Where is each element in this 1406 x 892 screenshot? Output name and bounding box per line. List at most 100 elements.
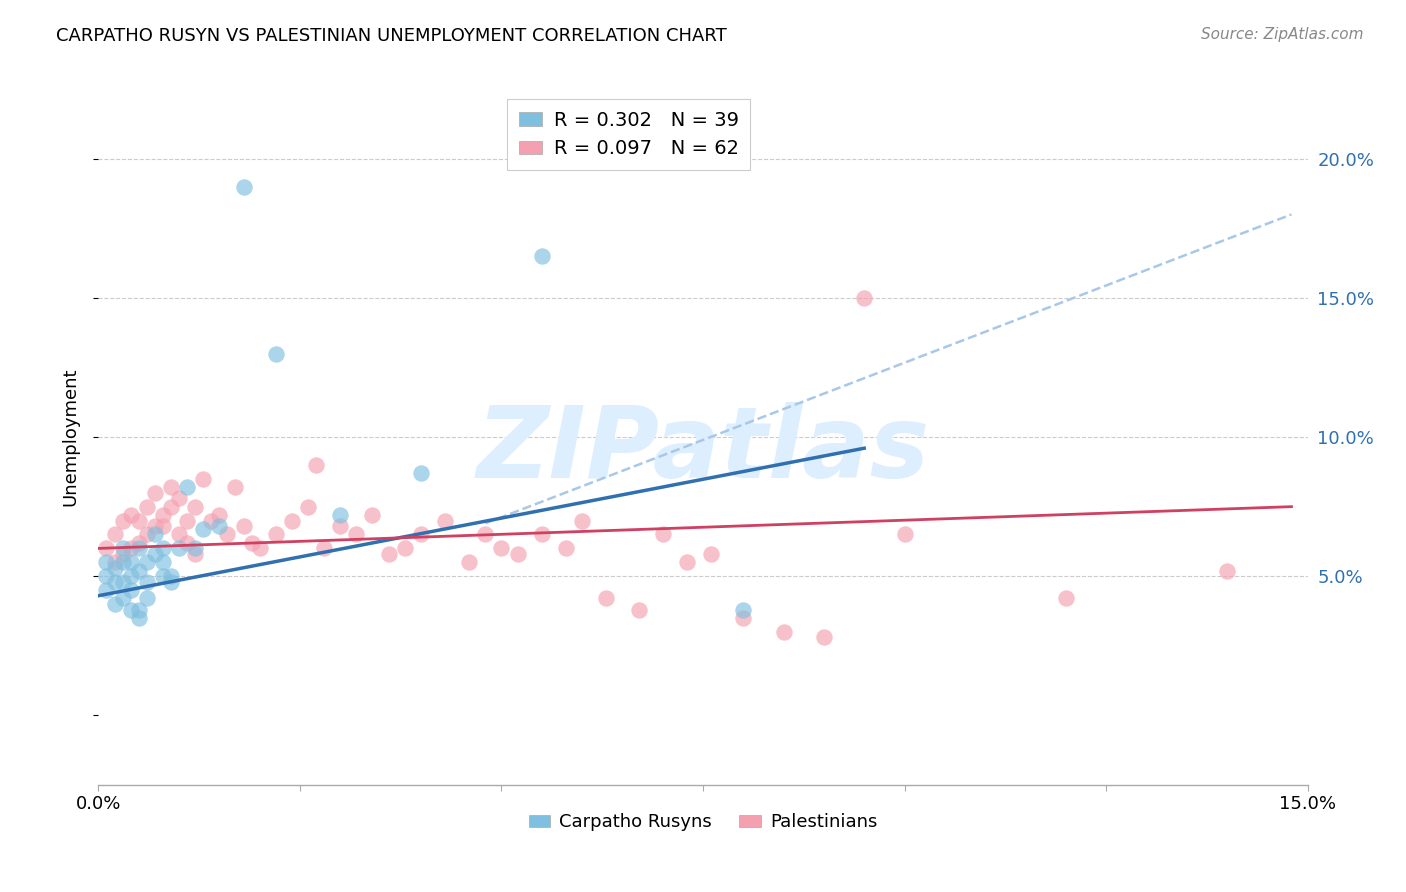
Point bbox=[176, 480, 198, 494]
Point bbox=[232, 179, 254, 194]
Text: Source: ZipAtlas.com: Source: ZipAtlas.com bbox=[1201, 27, 1364, 42]
Point bbox=[160, 569, 183, 583]
Point bbox=[96, 569, 118, 583]
Point bbox=[143, 519, 166, 533]
Point bbox=[120, 541, 142, 556]
Point bbox=[409, 467, 432, 481]
Point bbox=[409, 527, 432, 541]
Point bbox=[160, 480, 183, 494]
Point bbox=[128, 602, 150, 616]
Point bbox=[394, 541, 416, 556]
Point bbox=[111, 591, 134, 606]
Point bbox=[128, 541, 150, 556]
Point bbox=[103, 574, 125, 589]
Point bbox=[128, 611, 150, 625]
Point bbox=[128, 514, 150, 528]
Point bbox=[135, 574, 157, 589]
Y-axis label: Unemployment: Unemployment bbox=[62, 368, 80, 507]
Point bbox=[167, 541, 190, 556]
Point bbox=[555, 541, 578, 556]
Point bbox=[733, 611, 755, 625]
Point bbox=[143, 485, 166, 500]
Point bbox=[217, 527, 239, 541]
Point bbox=[96, 541, 118, 556]
Point bbox=[152, 541, 174, 556]
Point bbox=[474, 527, 496, 541]
Point bbox=[135, 555, 157, 569]
Point bbox=[120, 508, 142, 522]
Point bbox=[314, 541, 336, 556]
Point bbox=[240, 536, 263, 550]
Point bbox=[305, 458, 328, 472]
Text: ZIPatlas: ZIPatlas bbox=[477, 402, 929, 500]
Point bbox=[193, 522, 215, 536]
Point bbox=[506, 547, 529, 561]
Point bbox=[224, 480, 246, 494]
Point bbox=[733, 602, 755, 616]
Point bbox=[208, 519, 231, 533]
Point bbox=[135, 591, 157, 606]
Point bbox=[264, 346, 287, 360]
Point bbox=[143, 547, 166, 561]
Point bbox=[152, 508, 174, 522]
Point bbox=[193, 472, 215, 486]
Point bbox=[377, 547, 399, 561]
Point bbox=[167, 491, 190, 506]
Point bbox=[200, 514, 222, 528]
Point bbox=[167, 527, 190, 541]
Point bbox=[152, 569, 174, 583]
Point bbox=[249, 541, 271, 556]
Point bbox=[176, 536, 198, 550]
Point bbox=[329, 519, 352, 533]
Point bbox=[103, 527, 125, 541]
Point bbox=[120, 555, 142, 569]
Point bbox=[96, 555, 118, 569]
Point bbox=[208, 508, 231, 522]
Point bbox=[184, 500, 207, 514]
Point bbox=[103, 555, 125, 569]
Point bbox=[813, 631, 835, 645]
Point bbox=[853, 291, 876, 305]
Point bbox=[160, 574, 183, 589]
Point bbox=[530, 527, 553, 541]
Point bbox=[143, 527, 166, 541]
Point bbox=[571, 514, 593, 528]
Point bbox=[700, 547, 723, 561]
Point bbox=[120, 602, 142, 616]
Point bbox=[893, 527, 915, 541]
Point bbox=[772, 624, 794, 639]
Point bbox=[434, 514, 457, 528]
Point bbox=[361, 508, 384, 522]
Point bbox=[595, 591, 617, 606]
Legend: Carpatho Rusyns, Palestinians: Carpatho Rusyns, Palestinians bbox=[522, 806, 884, 838]
Point bbox=[458, 555, 481, 569]
Point bbox=[491, 541, 513, 556]
Point bbox=[232, 519, 254, 533]
Point bbox=[111, 541, 134, 556]
Point bbox=[184, 541, 207, 556]
Point bbox=[135, 500, 157, 514]
Point bbox=[264, 527, 287, 541]
Point bbox=[120, 583, 142, 598]
Point bbox=[128, 536, 150, 550]
Point bbox=[128, 564, 150, 578]
Point bbox=[329, 508, 352, 522]
Point bbox=[1054, 591, 1077, 606]
Point bbox=[184, 547, 207, 561]
Point bbox=[160, 500, 183, 514]
Point bbox=[344, 527, 367, 541]
Point bbox=[135, 527, 157, 541]
Point bbox=[281, 514, 304, 528]
Text: CARPATHO RUSYN VS PALESTINIAN UNEMPLOYMENT CORRELATION CHART: CARPATHO RUSYN VS PALESTINIAN UNEMPLOYME… bbox=[56, 27, 727, 45]
Point bbox=[96, 583, 118, 598]
Point bbox=[676, 555, 699, 569]
Point bbox=[1216, 564, 1239, 578]
Point bbox=[297, 500, 319, 514]
Point bbox=[530, 249, 553, 263]
Point bbox=[651, 527, 673, 541]
Point bbox=[111, 555, 134, 569]
Point bbox=[111, 514, 134, 528]
Point bbox=[152, 555, 174, 569]
Point bbox=[120, 569, 142, 583]
Point bbox=[176, 514, 198, 528]
